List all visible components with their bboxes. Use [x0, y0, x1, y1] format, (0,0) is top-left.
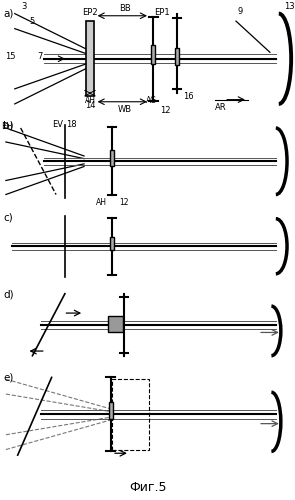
Bar	[86, 21, 94, 96]
Text: EP1: EP1	[155, 8, 170, 17]
Text: 9: 9	[238, 6, 243, 16]
Bar	[109, 402, 113, 419]
Bar	[112, 379, 149, 450]
Bar	[108, 316, 123, 332]
Text: 16: 16	[183, 92, 194, 101]
Text: a): a)	[3, 8, 13, 18]
Text: EH: EH	[1, 122, 13, 131]
Text: EP2: EP2	[82, 8, 98, 17]
Text: 3: 3	[22, 2, 27, 12]
Text: 12: 12	[160, 106, 171, 115]
Bar	[175, 48, 179, 65]
Text: 5: 5	[30, 18, 35, 26]
Text: 12: 12	[119, 198, 129, 207]
Text: e): e)	[3, 373, 13, 383]
Text: 14: 14	[85, 100, 95, 110]
Text: AH: AH	[96, 198, 107, 207]
Text: Фиг.5: Фиг.5	[129, 481, 166, 494]
Bar	[110, 237, 114, 250]
Text: AG: AG	[146, 96, 158, 106]
Text: 15: 15	[5, 52, 16, 61]
Text: b): b)	[3, 120, 14, 130]
Bar	[110, 150, 114, 166]
Text: c): c)	[3, 212, 13, 222]
Text: 7: 7	[37, 52, 43, 61]
Bar	[151, 45, 155, 64]
Text: WB: WB	[118, 105, 132, 114]
Text: EV: EV	[53, 120, 63, 129]
Text: 13: 13	[284, 2, 294, 12]
Text: 18: 18	[66, 120, 77, 129]
Text: AH: AH	[84, 96, 96, 106]
Text: d): d)	[3, 290, 14, 300]
Text: BB: BB	[119, 4, 130, 13]
Text: AR: AR	[215, 103, 227, 112]
